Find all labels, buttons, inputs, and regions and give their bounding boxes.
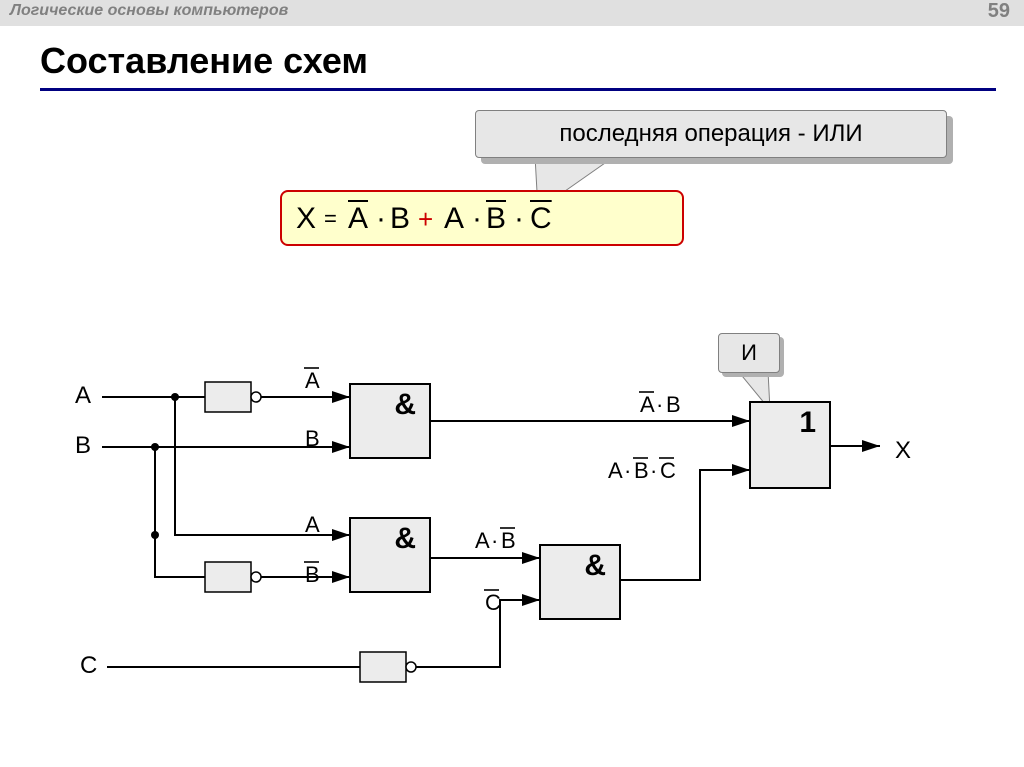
svg-text:B: B (666, 392, 681, 417)
svg-text:C: C (485, 590, 501, 615)
formula-box: X=A·B+A·B·C (280, 190, 684, 246)
logic-circuit-diagram: &&&1ABCXABABA·BA·BCA·B·C (0, 330, 1024, 750)
svg-text:B: B (634, 458, 649, 483)
svg-text:B: B (305, 562, 320, 587)
svg-text:·: · (656, 392, 663, 417)
header-text: Логические основы компьютеров (10, 2, 288, 19)
svg-text:·: · (650, 458, 657, 483)
svg-text:A: A (608, 458, 623, 483)
formula-atom: A (348, 202, 368, 236)
title-block: Составление схем (40, 40, 996, 91)
title-underline (40, 88, 996, 91)
formula-atom: B (486, 202, 506, 236)
formula-atom: · (514, 202, 524, 236)
formula-atom: · (472, 202, 482, 236)
svg-text:·: · (624, 458, 631, 483)
formula-atom: + (418, 204, 433, 235)
formula-atom: A (444, 202, 464, 236)
svg-text:B: B (501, 528, 516, 553)
svg-text:A: A (475, 528, 490, 553)
svg-text:A: A (640, 392, 655, 417)
svg-text:B: B (305, 426, 320, 451)
svg-text:&: & (394, 388, 416, 421)
formula-atom: B (390, 202, 410, 236)
callout-text: последняя операция - ИЛИ (559, 120, 862, 147)
svg-text:·: · (491, 528, 498, 553)
callout-last-operation: последняя операция - ИЛИ (475, 110, 947, 158)
formula-atom: = (324, 206, 337, 232)
svg-text:A: A (75, 382, 91, 409)
svg-text:A: A (305, 512, 320, 537)
svg-text:&: & (394, 522, 416, 555)
svg-text:1: 1 (799, 406, 816, 439)
formula-atom: · (376, 202, 386, 236)
formula-atom: C (530, 202, 552, 236)
svg-text:&: & (584, 549, 606, 582)
svg-text:B: B (75, 432, 91, 459)
svg-text:C: C (660, 458, 676, 483)
header-bar: Логические основы компьютеров 59 (0, 0, 1024, 26)
svg-text:A: A (305, 368, 320, 393)
svg-text:C: C (80, 652, 97, 679)
svg-text:X: X (895, 437, 911, 464)
page-number: 59 (988, 0, 1010, 23)
formula-content: X=A·B+A·B·C (282, 192, 682, 244)
page-title: Составление схем (40, 40, 996, 88)
formula-atom: X (296, 202, 316, 236)
